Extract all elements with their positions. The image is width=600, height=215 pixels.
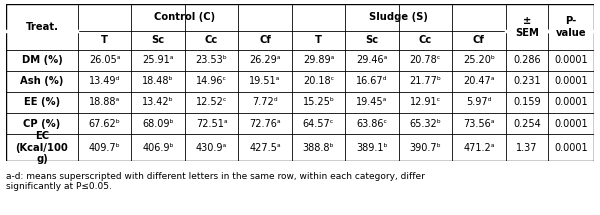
Text: Cc: Cc [419, 35, 432, 45]
Text: EE (%): EE (%) [24, 97, 60, 108]
Text: 19.51ᵃ: 19.51ᵃ [250, 76, 281, 86]
Text: 471.2ᵃ: 471.2ᵃ [463, 143, 494, 153]
Text: T: T [101, 35, 108, 45]
Text: 23.53ᵇ: 23.53ᵇ [196, 55, 227, 65]
Text: Ash (%): Ash (%) [20, 76, 64, 86]
Text: 20.78ᶜ: 20.78ᶜ [410, 55, 441, 65]
Text: 14.96ᶜ: 14.96ᶜ [196, 76, 227, 86]
Text: 427.5ᵃ: 427.5ᵃ [249, 143, 281, 153]
Text: 67.62ᵇ: 67.62ᵇ [89, 119, 121, 129]
Text: 26.05ᵃ: 26.05ᵃ [89, 55, 121, 65]
Text: 0.286: 0.286 [513, 55, 541, 65]
Text: a-d: means superscripted with different letters in the same row, within each cat: a-d: means superscripted with different … [6, 172, 425, 191]
Text: 72.51ᵃ: 72.51ᵃ [196, 119, 227, 129]
Text: 430.9ᵃ: 430.9ᵃ [196, 143, 227, 153]
Text: 65.32ᵇ: 65.32ᵇ [409, 119, 442, 129]
Text: 20.47ᵃ: 20.47ᵃ [463, 76, 494, 86]
Text: 73.56ᵃ: 73.56ᵃ [463, 119, 494, 129]
Text: 388.8ᵇ: 388.8ᵇ [302, 143, 334, 153]
Text: Sc: Sc [152, 35, 165, 45]
Text: DM (%): DM (%) [22, 55, 62, 65]
Text: 389.1ᵇ: 389.1ᵇ [356, 143, 388, 153]
Text: 63.86ᶜ: 63.86ᶜ [356, 119, 388, 129]
Text: 68.09ᵇ: 68.09ᵇ [142, 119, 174, 129]
Text: 0.0001: 0.0001 [554, 55, 588, 65]
Text: 1.37: 1.37 [516, 143, 538, 153]
Text: 0.0001: 0.0001 [554, 143, 588, 153]
Text: ±
SEM: ± SEM [515, 16, 539, 38]
Text: Sludge (S): Sludge (S) [369, 12, 428, 23]
Text: 12.52ᶜ: 12.52ᶜ [196, 97, 227, 108]
Text: Treat.: Treat. [25, 22, 58, 32]
Text: 25.91ᵃ: 25.91ᵃ [142, 55, 174, 65]
Text: 29.46ᵃ: 29.46ᵃ [356, 55, 388, 65]
Text: 0.159: 0.159 [513, 97, 541, 108]
Text: Sc: Sc [365, 35, 379, 45]
Text: 25.20ᵇ: 25.20ᵇ [463, 55, 495, 65]
Text: 19.45ᵃ: 19.45ᵃ [356, 97, 388, 108]
Text: 0.254: 0.254 [513, 119, 541, 129]
Text: P-
value: P- value [556, 16, 586, 38]
Text: 5.97ᵈ: 5.97ᵈ [466, 97, 491, 108]
Text: 18.88ᵃ: 18.88ᵃ [89, 97, 121, 108]
Text: 18.48ᵇ: 18.48ᵇ [142, 76, 174, 86]
Text: 15.25ᵇ: 15.25ᵇ [302, 97, 335, 108]
Text: 7.72ᵈ: 7.72ᵈ [252, 97, 278, 108]
Text: 390.7ᵇ: 390.7ᵇ [410, 143, 441, 153]
Text: 29.89ᵃ: 29.89ᵃ [303, 55, 334, 65]
Text: EC
(Kcal/100
g): EC (Kcal/100 g) [16, 131, 68, 164]
Text: 64.57ᶜ: 64.57ᶜ [303, 119, 334, 129]
Text: 406.9ᵇ: 406.9ᵇ [142, 143, 174, 153]
Text: 0.0001: 0.0001 [554, 76, 588, 86]
Text: 72.76ᵃ: 72.76ᵃ [249, 119, 281, 129]
Text: 20.18ᶜ: 20.18ᶜ [303, 76, 334, 86]
Text: CP (%): CP (%) [23, 119, 61, 129]
Text: Cf: Cf [473, 35, 485, 45]
Text: T: T [315, 35, 322, 45]
Text: 26.29ᵃ: 26.29ᵃ [249, 55, 281, 65]
Text: Cf: Cf [259, 35, 271, 45]
Text: 0.0001: 0.0001 [554, 97, 588, 108]
Text: 0.0001: 0.0001 [554, 119, 588, 129]
Text: 0.231: 0.231 [513, 76, 541, 86]
Text: Control (C): Control (C) [154, 12, 215, 23]
Text: 12.91ᶜ: 12.91ᶜ [410, 97, 441, 108]
Text: 13.42ᵇ: 13.42ᵇ [142, 97, 174, 108]
Text: 409.7ᵇ: 409.7ᵇ [89, 143, 121, 153]
Text: 21.77ᵇ: 21.77ᵇ [409, 76, 442, 86]
Text: 16.67ᵈ: 16.67ᵈ [356, 76, 388, 86]
Text: 13.49ᵈ: 13.49ᵈ [89, 76, 121, 86]
Text: Cc: Cc [205, 35, 218, 45]
